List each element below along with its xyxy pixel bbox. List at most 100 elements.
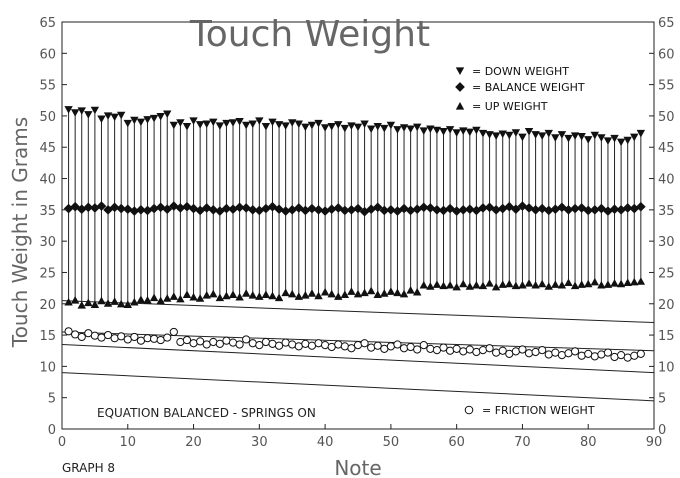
annotation-equation: EQUATION BALANCED - SPRINGS ON — [97, 406, 316, 420]
balance-weight-point — [458, 205, 469, 215]
balance-weight-point — [129, 206, 140, 216]
markers-group — [63, 106, 646, 362]
down-weight-point — [97, 115, 106, 124]
reference-line — [61, 300, 655, 324]
down-weight-point — [485, 131, 494, 139]
down-weight-point — [432, 126, 442, 135]
up-weight-point — [136, 295, 146, 303]
down-weight-point — [597, 134, 606, 142]
x-tick-label: 90 — [646, 435, 663, 450]
down-weight-point — [347, 122, 356, 130]
down-weight-point — [103, 112, 113, 120]
balance-weight-point — [307, 203, 317, 214]
up-weight-point — [307, 289, 317, 297]
y-tick-label-right: 55 — [658, 79, 675, 94]
friction-weight-point — [353, 340, 363, 350]
down-weight-point — [564, 134, 573, 143]
balance-weight-point — [70, 201, 80, 212]
balance-weight-point — [583, 205, 594, 216]
balance-weight-point — [96, 201, 107, 211]
down-weight-point — [235, 117, 244, 126]
y-tick-label-left: 15 — [39, 329, 56, 344]
legend: = DOWN WEIGHT = BALANCE WEIGHT = UP WEIG… — [455, 65, 595, 417]
y-tick-label-right: 30 — [658, 235, 675, 250]
balance-weight-point — [504, 201, 515, 212]
y-tick-label-right: 40 — [658, 173, 675, 188]
friction-weight-point — [439, 343, 448, 352]
balance-weight-point — [589, 205, 600, 215]
down-weight-point — [505, 131, 514, 140]
balance-weight-point — [149, 203, 159, 214]
up-weight-point — [97, 296, 106, 305]
friction-weight-point — [347, 344, 356, 353]
up-weight-point — [406, 286, 415, 294]
up-weight-point — [189, 292, 198, 301]
friction-weight-point — [117, 332, 126, 341]
friction-weight-point — [426, 344, 435, 353]
up-weight-point — [202, 291, 211, 299]
friction-weight-point — [413, 345, 422, 354]
down-weight-point — [584, 136, 593, 144]
up-weight-point — [123, 300, 132, 308]
down-weight-point — [314, 119, 323, 128]
down-weight-point — [472, 126, 481, 135]
friction-weight-point — [373, 341, 382, 350]
down-weight-point — [215, 122, 225, 130]
down-weight-point — [610, 134, 619, 143]
friction-weight-point — [90, 331, 99, 340]
up-weight-point — [117, 299, 126, 308]
down-weight-point — [353, 123, 363, 132]
balance-weight-point — [234, 202, 245, 213]
y-tick-label-right: 0 — [658, 423, 666, 438]
down-weight-point — [393, 126, 402, 134]
up-weight-point — [531, 280, 540, 289]
down-weight-point — [537, 132, 547, 140]
down-weight-point — [380, 124, 389, 133]
down-weight-point — [623, 136, 632, 145]
up-weight-point — [577, 280, 586, 288]
friction-weight-point — [623, 353, 632, 362]
down-weight-point — [149, 114, 159, 123]
up-weight-point — [426, 282, 435, 290]
up-weight-point — [294, 292, 303, 300]
balance-weight-point — [550, 204, 561, 215]
up-weight-point — [439, 281, 448, 290]
down-weight-point — [294, 120, 303, 129]
friction-weight-point — [577, 351, 586, 360]
friction-weight-point — [242, 335, 251, 344]
up-weight-point — [77, 301, 86, 309]
balance-weight-point — [300, 205, 311, 216]
down-weight-point — [281, 122, 290, 130]
friction-weight-point — [445, 346, 455, 355]
balance-weight-point — [596, 203, 607, 214]
friction-weight-point — [268, 339, 277, 348]
x-axis-label: Note — [334, 456, 381, 478]
reference-line — [61, 343, 655, 374]
down-weight-point — [366, 125, 376, 134]
balance-weight-point — [379, 205, 390, 216]
balance-weight-point — [261, 203, 271, 214]
up-weight-point — [630, 277, 639, 286]
up-weight-point — [537, 279, 547, 288]
up-weight-point — [143, 296, 152, 304]
up-weight-point — [432, 280, 442, 288]
up-weight-point — [564, 278, 573, 287]
balance-weight-point — [221, 203, 232, 214]
up-weight-point — [281, 288, 290, 297]
legend-label-up-weight: = UP WEIGHT — [472, 100, 548, 113]
friction-weight-point — [603, 348, 613, 357]
legend-label-balance-weight: = BALANCE WEIGHT — [472, 81, 585, 94]
down-weight-point — [84, 111, 93, 119]
up-weight-point — [222, 291, 231, 300]
up-weight-point — [524, 279, 534, 287]
down-weight-point — [110, 113, 119, 122]
down-weight-point — [123, 119, 132, 128]
up-weight-point — [386, 287, 396, 295]
friction-weight-point — [570, 347, 580, 356]
friction-weight-point — [538, 346, 547, 355]
down-weight-point — [544, 129, 553, 138]
friction-weight-point — [557, 351, 567, 360]
plot-frame — [61, 21, 655, 430]
balance-weight-point — [208, 205, 219, 215]
